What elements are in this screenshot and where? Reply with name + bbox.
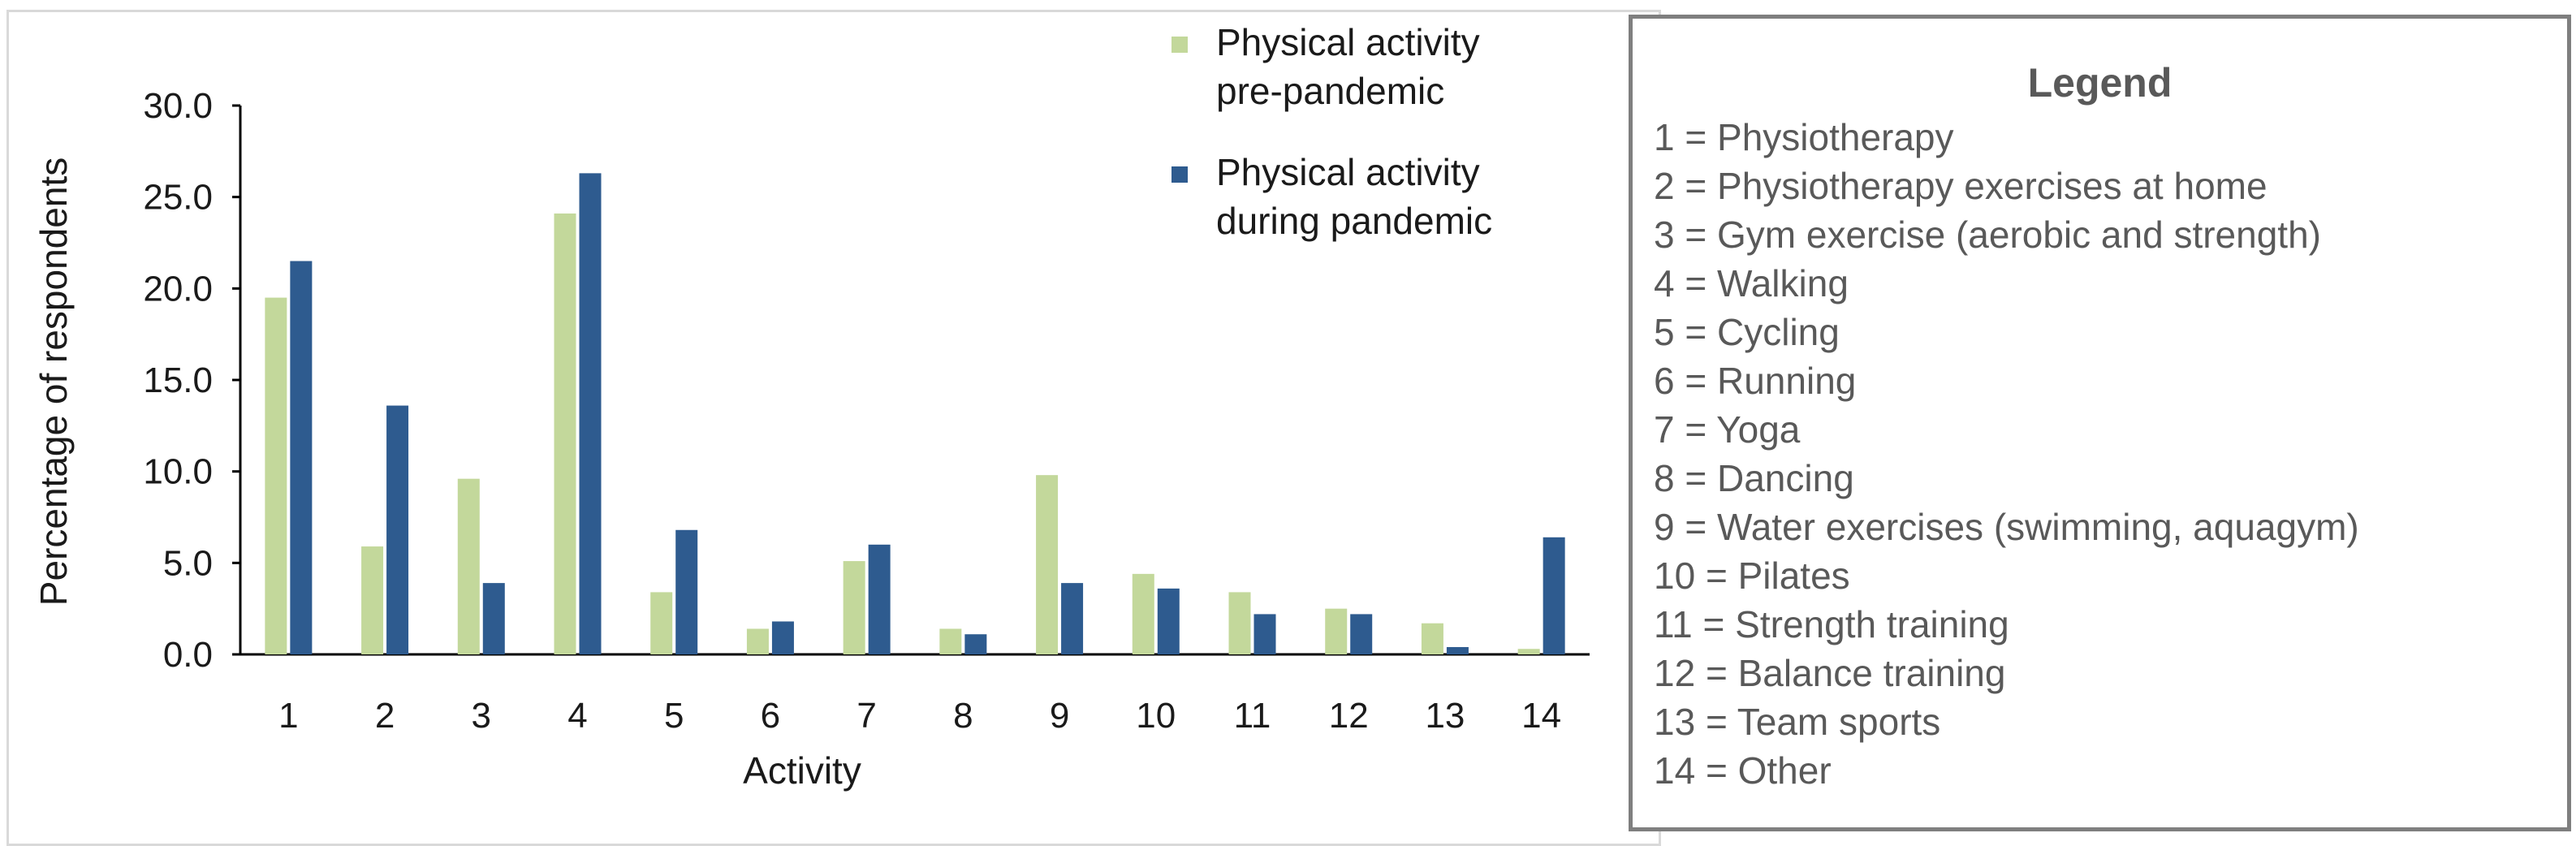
legend-line-7: 7 = Yoga [1654, 408, 1801, 451]
legend-line-14: 14 = Other [1654, 749, 1832, 792]
bar-series-1-cat-10 [1132, 573, 1154, 654]
legend-line-6: 6 = Running [1654, 360, 1857, 402]
bar-series-1-cat-7 [843, 561, 865, 654]
bar-series-2-cat-5 [675, 529, 698, 654]
x-tick-label-5: 5 [664, 696, 684, 736]
bar-series-2-cat-9 [1061, 583, 1084, 654]
legend-line-12: 12 = Balance training [1654, 652, 2006, 694]
bar-series-2-cat-13 [1446, 646, 1469, 654]
x-axis-title: Activity [743, 749, 861, 792]
legend-items: 1 = Physiotherapy 2 = Physiotherapy exerc… [1654, 113, 2567, 795]
y-tick-label-4: 20.0 [143, 269, 213, 309]
series-legend-swatch-2 [1171, 166, 1188, 183]
x-tick-label-6: 6 [761, 696, 780, 736]
x-tick-label-3: 3 [472, 696, 491, 736]
legend-line-4: 4 = Walking [1654, 262, 1849, 304]
legend-title: Legend [2027, 60, 2173, 106]
bar-series-1-cat-11 [1228, 592, 1251, 654]
x-tick-label-9: 9 [1050, 696, 1069, 736]
legend-line-13: 13 = Team sports [1654, 701, 1941, 743]
legend-line-10: 10 = Pilates [1654, 555, 1850, 597]
x-tick-label-14: 14 [1521, 696, 1561, 736]
bar-series-1-cat-8 [939, 628, 962, 654]
bar-series-2-cat-12 [1350, 614, 1373, 654]
bar-series-2-cat-6 [771, 621, 794, 654]
series-legend-swatch-1 [1171, 37, 1188, 53]
x-tick-label-8: 8 [953, 696, 973, 736]
bar-series-2-cat-3 [482, 583, 505, 654]
bar-series-1-cat-6 [746, 628, 769, 654]
series-legend-label-1: Physical activity pre-pandemic [1216, 21, 1480, 112]
bar-series-1-cat-2 [361, 546, 384, 654]
y-tick-label-0: 0.0 [163, 635, 213, 675]
x-tick-label-11: 11 [1234, 696, 1271, 736]
y-tick-label-5: 25.0 [143, 178, 213, 218]
bar-series-1-cat-3 [457, 478, 480, 654]
bar-series-2-cat-14 [1543, 537, 1565, 654]
bar-series-2-cat-2 [386, 405, 409, 654]
y-tick-label-3: 15.0 [143, 360, 213, 400]
legend-line-11: 11 = Strength training [1654, 603, 2009, 645]
x-tick-label-10: 10 [1136, 696, 1176, 736]
bar-series-1-cat-1 [265, 297, 287, 654]
x-tick-label-7: 7 [857, 696, 876, 736]
x-tick-label-2: 2 [375, 696, 395, 736]
x-tick-label-1: 1 [278, 696, 298, 736]
legend-line-9: 9 = Water exercises (swimming, aquagym) [1654, 506, 2359, 548]
legend-line-5: 5 = Cycling [1654, 311, 1840, 353]
bar-series-1-cat-12 [1325, 608, 1348, 654]
bar-series-2-cat-1 [290, 261, 313, 654]
category-legend-box: Legend 1 = Physiotherapy 2 = Physiotherap… [1629, 15, 2571, 831]
bar-series-2-cat-10 [1157, 588, 1180, 654]
bar-series-1-cat-13 [1421, 623, 1443, 654]
series-legend-label-2: Physical activity during pandemic [1216, 151, 1492, 242]
y-tick-label-1: 5.0 [163, 543, 213, 583]
x-tick-label-13: 13 [1425, 696, 1465, 736]
legend-line-8: 8 = Dancing [1654, 457, 1854, 499]
y-tick-label-2: 10.0 [143, 452, 213, 492]
legend-line-3: 3 = Gym exercise (aerobic and strength) [1654, 214, 2321, 256]
bar-series-1-cat-4 [554, 213, 576, 654]
bar-series-2-cat-4 [579, 173, 602, 654]
bar-series-2-cat-8 [964, 634, 987, 654]
y-tick-label-6: 30.0 [143, 86, 213, 126]
x-tick-label-4: 4 [567, 696, 587, 736]
bar-series-1-cat-14 [1517, 649, 1540, 654]
bar-chart: 0.05.010.015.020.025.030.01 2 3 4 5 6 7 8 9 10 11 1… [32, 21, 1590, 792]
x-tick-label-12: 12 [1329, 696, 1369, 736]
y-axis-title: Percentage of respondents [32, 158, 75, 606]
bar-series-2-cat-11 [1253, 614, 1276, 654]
bar-series-1-cat-5 [650, 592, 673, 654]
legend-line-1: 1 = Physiotherapy [1654, 116, 1954, 158]
legend-line-2: 2 = Physiotherapy exercises at home [1654, 165, 2267, 207]
bar-series-1-cat-9 [1036, 475, 1059, 654]
bar-series-2-cat-7 [868, 544, 891, 654]
